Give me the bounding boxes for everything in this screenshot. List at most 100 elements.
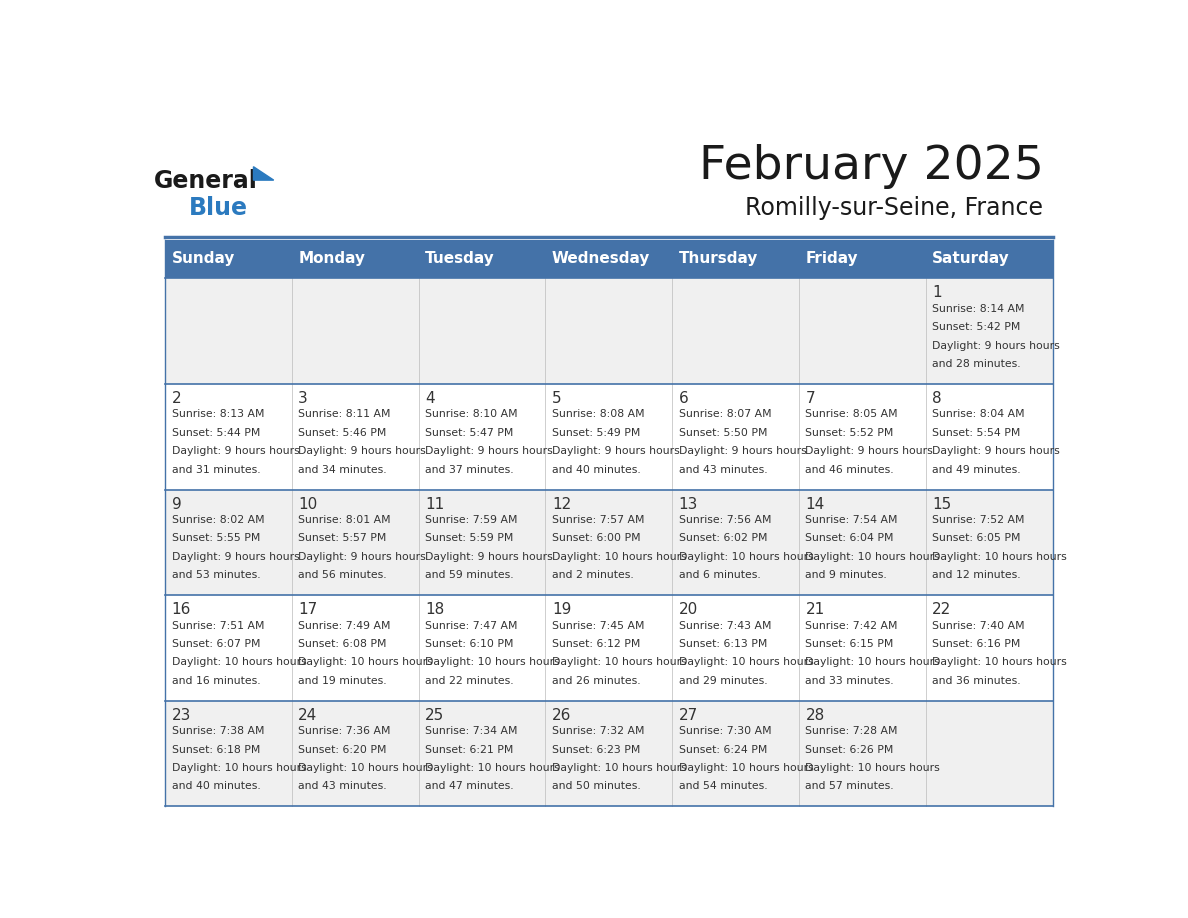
Text: Sunrise: 7:36 AM: Sunrise: 7:36 AM — [298, 726, 391, 736]
Text: Daylight: 10 hours hours: Daylight: 10 hours hours — [678, 552, 814, 562]
Text: Sunday: Sunday — [171, 252, 235, 266]
Bar — [165, 489, 1053, 595]
Text: Daylight: 9 hours hours: Daylight: 9 hours hours — [933, 446, 1060, 456]
Text: Sunset: 6:21 PM: Sunset: 6:21 PM — [425, 744, 513, 755]
Text: Sunrise: 7:40 AM: Sunrise: 7:40 AM — [933, 621, 1025, 631]
Text: Sunset: 5:44 PM: Sunset: 5:44 PM — [171, 428, 260, 438]
Text: Daylight: 10 hours hours: Daylight: 10 hours hours — [678, 657, 814, 667]
Text: Sunrise: 7:38 AM: Sunrise: 7:38 AM — [171, 726, 264, 736]
Text: Daylight: 10 hours hours: Daylight: 10 hours hours — [933, 657, 1067, 667]
Polygon shape — [253, 167, 273, 180]
Text: Sunrise: 7:30 AM: Sunrise: 7:30 AM — [678, 726, 771, 736]
Text: Sunset: 5:49 PM: Sunset: 5:49 PM — [552, 428, 640, 438]
Text: Sunrise: 7:47 AM: Sunrise: 7:47 AM — [425, 621, 518, 631]
Text: Tuesday: Tuesday — [425, 252, 495, 266]
Text: 18: 18 — [425, 602, 444, 617]
Text: Daylight: 10 hours hours: Daylight: 10 hours hours — [805, 763, 940, 773]
Text: Wednesday: Wednesday — [552, 252, 650, 266]
Text: and 46 minutes.: and 46 minutes. — [805, 465, 895, 475]
Text: Daylight: 9 hours hours: Daylight: 9 hours hours — [171, 446, 299, 456]
Text: 28: 28 — [805, 708, 824, 722]
Text: Sunset: 5:52 PM: Sunset: 5:52 PM — [805, 428, 893, 438]
Text: and 22 minutes.: and 22 minutes. — [425, 676, 513, 686]
Text: Sunrise: 7:45 AM: Sunrise: 7:45 AM — [552, 621, 644, 631]
Text: Sunset: 6:13 PM: Sunset: 6:13 PM — [678, 639, 767, 649]
Text: and 57 minutes.: and 57 minutes. — [805, 781, 895, 791]
Text: Sunset: 5:42 PM: Sunset: 5:42 PM — [933, 322, 1020, 332]
Text: Daylight: 10 hours hours: Daylight: 10 hours hours — [425, 657, 560, 667]
Text: 19: 19 — [552, 602, 571, 617]
Text: 8: 8 — [933, 391, 942, 406]
Text: and 6 minutes.: and 6 minutes. — [678, 570, 760, 580]
Text: Daylight: 9 hours hours: Daylight: 9 hours hours — [171, 552, 299, 562]
Text: Sunset: 6:16 PM: Sunset: 6:16 PM — [933, 639, 1020, 649]
Text: 24: 24 — [298, 708, 317, 722]
Text: Daylight: 10 hours hours: Daylight: 10 hours hours — [678, 763, 814, 773]
Text: Daylight: 10 hours hours: Daylight: 10 hours hours — [552, 552, 687, 562]
Text: and 12 minutes.: and 12 minutes. — [933, 570, 1020, 580]
Text: Sunset: 5:54 PM: Sunset: 5:54 PM — [933, 428, 1020, 438]
Text: and 33 minutes.: and 33 minutes. — [805, 676, 895, 686]
Text: and 43 minutes.: and 43 minutes. — [678, 465, 767, 475]
Text: 27: 27 — [678, 708, 697, 722]
Text: Daylight: 10 hours hours: Daylight: 10 hours hours — [552, 657, 687, 667]
Text: Daylight: 9 hours hours: Daylight: 9 hours hours — [552, 446, 680, 456]
Text: and 26 minutes.: and 26 minutes. — [552, 676, 640, 686]
Text: Sunrise: 8:02 AM: Sunrise: 8:02 AM — [171, 515, 264, 525]
Bar — [165, 384, 1053, 489]
Text: Sunrise: 7:28 AM: Sunrise: 7:28 AM — [805, 726, 898, 736]
Text: Sunset: 6:26 PM: Sunset: 6:26 PM — [805, 744, 893, 755]
Text: Sunrise: 7:56 AM: Sunrise: 7:56 AM — [678, 515, 771, 525]
Text: Daylight: 9 hours hours: Daylight: 9 hours hours — [678, 446, 807, 456]
Text: 1: 1 — [933, 285, 942, 300]
Text: Daylight: 9 hours hours: Daylight: 9 hours hours — [298, 552, 426, 562]
Text: 10: 10 — [298, 497, 317, 511]
Bar — [165, 595, 1053, 700]
Text: 12: 12 — [552, 497, 571, 511]
Text: and 49 minutes.: and 49 minutes. — [933, 465, 1020, 475]
Text: Sunset: 6:02 PM: Sunset: 6:02 PM — [678, 533, 767, 543]
Bar — [165, 700, 1053, 806]
Text: Sunrise: 7:54 AM: Sunrise: 7:54 AM — [805, 515, 898, 525]
Text: 4: 4 — [425, 391, 435, 406]
Text: February 2025: February 2025 — [699, 144, 1043, 189]
Text: Sunrise: 8:08 AM: Sunrise: 8:08 AM — [552, 409, 645, 420]
Text: and 9 minutes.: and 9 minutes. — [805, 570, 887, 580]
Text: Thursday: Thursday — [678, 252, 758, 266]
Text: Sunset: 6:08 PM: Sunset: 6:08 PM — [298, 639, 387, 649]
Text: Friday: Friday — [805, 252, 858, 266]
Text: 26: 26 — [552, 708, 571, 722]
Text: Sunrise: 7:57 AM: Sunrise: 7:57 AM — [552, 515, 644, 525]
Text: Sunset: 6:23 PM: Sunset: 6:23 PM — [552, 744, 640, 755]
Text: 16: 16 — [171, 602, 191, 617]
Text: Sunrise: 8:05 AM: Sunrise: 8:05 AM — [805, 409, 898, 420]
Bar — [165, 240, 1053, 278]
Text: and 2 minutes.: and 2 minutes. — [552, 570, 633, 580]
Text: Sunset: 6:12 PM: Sunset: 6:12 PM — [552, 639, 640, 649]
Text: Sunset: 6:20 PM: Sunset: 6:20 PM — [298, 744, 387, 755]
Text: and 34 minutes.: and 34 minutes. — [298, 465, 387, 475]
Text: 9: 9 — [171, 497, 182, 511]
Text: Sunrise: 7:34 AM: Sunrise: 7:34 AM — [425, 726, 518, 736]
Text: Monday: Monday — [298, 252, 366, 266]
Text: Daylight: 10 hours hours: Daylight: 10 hours hours — [298, 763, 434, 773]
Text: Daylight: 9 hours hours: Daylight: 9 hours hours — [933, 341, 1060, 351]
Text: Daylight: 10 hours hours: Daylight: 10 hours hours — [552, 763, 687, 773]
Text: Daylight: 10 hours hours: Daylight: 10 hours hours — [805, 552, 940, 562]
Text: Sunset: 6:24 PM: Sunset: 6:24 PM — [678, 744, 767, 755]
Text: Sunset: 6:07 PM: Sunset: 6:07 PM — [171, 639, 260, 649]
Text: Sunset: 5:46 PM: Sunset: 5:46 PM — [298, 428, 386, 438]
Text: and 37 minutes.: and 37 minutes. — [425, 465, 513, 475]
Text: and 43 minutes.: and 43 minutes. — [298, 781, 387, 791]
Text: 2: 2 — [171, 391, 181, 406]
Text: 25: 25 — [425, 708, 444, 722]
Text: Daylight: 10 hours hours: Daylight: 10 hours hours — [298, 657, 434, 667]
Text: Sunset: 6:00 PM: Sunset: 6:00 PM — [552, 533, 640, 543]
Text: and 29 minutes.: and 29 minutes. — [678, 676, 767, 686]
Text: Sunset: 5:47 PM: Sunset: 5:47 PM — [425, 428, 513, 438]
Text: Sunrise: 8:14 AM: Sunrise: 8:14 AM — [933, 304, 1025, 314]
Text: Sunset: 6:15 PM: Sunset: 6:15 PM — [805, 639, 893, 649]
Text: Daylight: 9 hours hours: Daylight: 9 hours hours — [805, 446, 934, 456]
Text: Sunrise: 7:49 AM: Sunrise: 7:49 AM — [298, 621, 391, 631]
Text: and 47 minutes.: and 47 minutes. — [425, 781, 513, 791]
